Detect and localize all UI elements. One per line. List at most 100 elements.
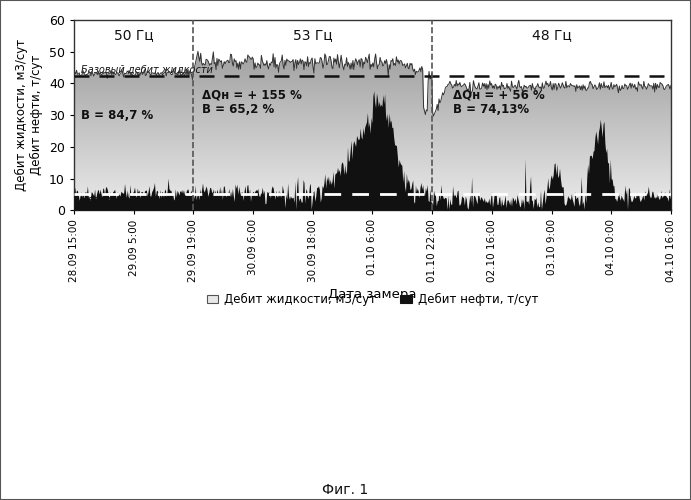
Bar	[74, 160, 671, 161]
Bar	[74, 178, 671, 179]
Bar	[74, 20, 671, 21]
Bar	[74, 208, 671, 210]
Bar	[74, 166, 671, 168]
Bar	[74, 95, 671, 96]
Legend: Дебит жидкости, м3/сут, Дебит нефти, т/сут: Дебит жидкости, м3/сут, Дебит нефти, т/с…	[202, 288, 543, 311]
Bar	[74, 141, 671, 142]
Bar	[74, 155, 671, 156]
Bar	[74, 199, 671, 200]
Bar	[74, 173, 671, 174]
Bar	[74, 77, 671, 78]
Bar	[74, 52, 671, 54]
Bar	[74, 90, 671, 92]
Bar	[74, 138, 671, 139]
Bar	[74, 56, 671, 57]
Bar	[74, 182, 671, 184]
Bar	[74, 194, 671, 195]
Bar	[74, 196, 671, 197]
Bar	[74, 136, 671, 137]
Bar	[74, 100, 671, 101]
Bar	[74, 153, 671, 154]
Bar	[74, 34, 671, 35]
Bar	[74, 154, 671, 155]
Bar	[74, 103, 671, 104]
Bar	[74, 104, 671, 106]
Bar	[74, 81, 671, 82]
Bar	[74, 172, 671, 173]
Bar	[74, 86, 671, 88]
Bar	[74, 92, 671, 94]
Bar	[74, 35, 671, 36]
Bar	[74, 96, 671, 97]
Bar	[74, 55, 671, 56]
Bar	[74, 180, 671, 181]
Bar	[74, 206, 671, 208]
Bar	[74, 59, 671, 60]
Bar	[74, 94, 671, 95]
Bar	[74, 78, 671, 79]
Bar	[74, 139, 671, 140]
Bar	[74, 152, 671, 153]
Bar	[74, 50, 671, 51]
Bar	[74, 40, 671, 41]
Bar	[74, 21, 671, 22]
Y-axis label: Дебит жидкости, м3/сут
Дебит нефти, т/сут: Дебит жидкости, м3/сут Дебит нефти, т/су…	[15, 39, 44, 191]
Text: 53 Гц: 53 Гц	[293, 28, 332, 42]
Bar	[74, 39, 671, 40]
Bar	[74, 43, 671, 44]
Bar	[74, 130, 671, 132]
Bar	[74, 42, 671, 43]
Bar	[74, 124, 671, 126]
Bar	[74, 48, 671, 50]
Bar	[74, 174, 671, 175]
Bar	[74, 61, 671, 62]
Bar	[74, 200, 671, 201]
Bar	[74, 54, 671, 55]
Text: ΔQн = + 56 %
В = 74,13%: ΔQн = + 56 % В = 74,13%	[453, 88, 545, 117]
Bar	[74, 63, 671, 64]
Bar	[74, 116, 671, 117]
Bar	[74, 146, 671, 148]
Bar	[74, 150, 671, 152]
Bar	[74, 44, 671, 46]
Bar	[74, 137, 671, 138]
Bar	[74, 118, 671, 119]
Bar	[74, 188, 671, 190]
Bar	[74, 57, 671, 58]
Bar	[74, 99, 671, 100]
Bar	[74, 58, 671, 59]
Bar	[74, 82, 671, 83]
Bar	[74, 79, 671, 80]
Bar	[74, 23, 671, 24]
Bar	[74, 142, 671, 144]
Bar	[74, 156, 671, 157]
Bar	[74, 198, 671, 199]
Bar	[74, 184, 671, 186]
Bar	[74, 132, 671, 133]
Bar	[74, 126, 671, 128]
Bar	[74, 112, 671, 113]
Bar	[74, 117, 671, 118]
Bar	[74, 66, 671, 68]
Bar	[74, 120, 671, 121]
Bar	[74, 164, 671, 166]
Bar	[74, 144, 671, 146]
Bar	[74, 26, 671, 28]
Bar	[74, 32, 671, 34]
Bar	[74, 181, 671, 182]
Bar	[74, 204, 671, 206]
Bar	[74, 97, 671, 98]
Text: Базовый дебит жидкости: Базовый дебит жидкости	[81, 64, 213, 74]
Bar	[74, 190, 671, 192]
Bar	[74, 115, 671, 116]
Bar	[74, 60, 671, 61]
Bar	[74, 157, 671, 158]
Bar	[74, 193, 671, 194]
Bar	[74, 175, 671, 176]
Bar	[74, 64, 671, 66]
Bar	[74, 119, 671, 120]
Bar	[74, 108, 671, 110]
Bar	[74, 102, 671, 103]
Bar	[74, 41, 671, 42]
Bar	[74, 76, 671, 77]
